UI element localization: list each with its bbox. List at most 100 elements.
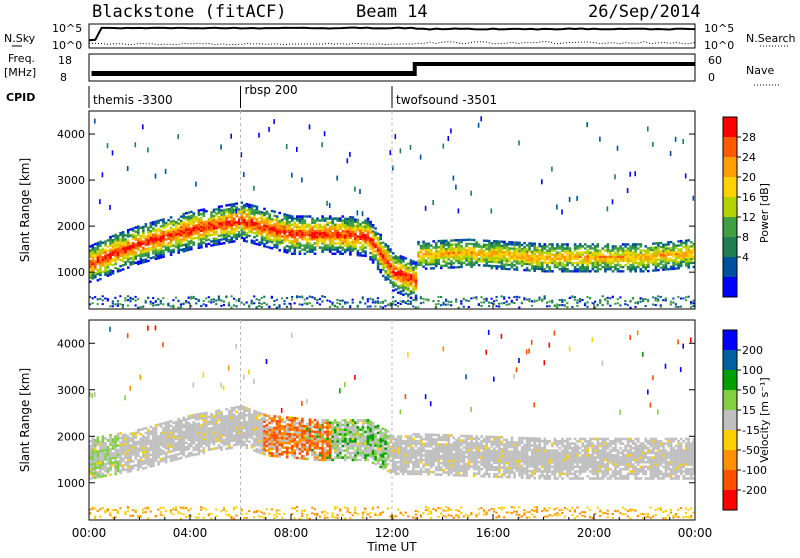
- velocity-cell: [256, 443, 259, 446]
- power-cell: [384, 270, 387, 272]
- power-cell: [180, 249, 183, 251]
- power-cell: [629, 268, 632, 270]
- power-cell: [475, 251, 478, 253]
- power-cell: [182, 244, 185, 246]
- power-cell: [135, 304, 137, 306]
- velocity-cell: [238, 431, 241, 434]
- velocity-cell: [253, 438, 256, 441]
- velocity-cell: [135, 453, 138, 456]
- velocity-cell: [228, 424, 231, 427]
- velocity-cell: [200, 413, 203, 416]
- velocity-cell: [109, 457, 112, 460]
- velocity-cell: [180, 431, 183, 434]
- velocity-cell: [160, 507, 162, 509]
- power-cell: [460, 241, 463, 243]
- power-cell: [660, 254, 663, 256]
- velocity-cell: [160, 441, 163, 444]
- power-cell: [230, 241, 233, 243]
- velocity-cell: [235, 434, 238, 437]
- power-cell: [263, 245, 266, 247]
- power-cell: [342, 306, 344, 308]
- power-cell: [182, 213, 185, 215]
- power-cell: [569, 262, 572, 264]
- power-cell: [427, 249, 430, 251]
- power-cell: [561, 247, 564, 249]
- power-cell: [147, 254, 150, 256]
- velocity-cell: [94, 465, 97, 468]
- power-cell: [480, 250, 483, 252]
- power-cell: [127, 229, 130, 231]
- velocity-cell: [167, 451, 170, 454]
- velocity-cell: [147, 452, 150, 455]
- power-cell: [400, 270, 403, 272]
- power-cell: [667, 249, 670, 251]
- velocity-cell: [225, 415, 228, 418]
- power-cell: [670, 268, 673, 270]
- velocity-cell: [155, 447, 158, 450]
- velocity-cell: [140, 375, 142, 380]
- velocity-cell: [172, 507, 174, 509]
- power-cell: [94, 243, 97, 245]
- velocity-cell: [218, 409, 221, 412]
- power-cell: [690, 258, 693, 260]
- velocity-cell: [213, 431, 216, 434]
- power-cell: [665, 256, 668, 258]
- power-cell: [609, 249, 612, 251]
- velocity-cell: [112, 454, 115, 457]
- velocity-cell: [195, 517, 197, 519]
- velocity-cell: [246, 435, 249, 438]
- velocity-cell: [200, 431, 203, 434]
- velocity-cell: [99, 473, 102, 476]
- velocity-cell: [129, 456, 132, 459]
- power-cell: [523, 250, 526, 252]
- power-cell: [122, 258, 125, 260]
- power-cell: [597, 256, 600, 258]
- power-cell: [415, 278, 418, 280]
- power-cell: [634, 270, 637, 272]
- power-cell: [584, 266, 587, 268]
- power-cell: [241, 228, 244, 230]
- power-cell: [627, 243, 630, 245]
- velocity-cell: [230, 447, 233, 450]
- power-cell: [369, 231, 372, 233]
- velocity-cell: [114, 438, 117, 441]
- power-cell: [334, 238, 337, 240]
- power-cell: [672, 251, 675, 253]
- power-cell: [493, 261, 496, 263]
- power-cell: [427, 243, 430, 245]
- power-cell: [488, 254, 491, 256]
- power-cell: [339, 217, 342, 219]
- power-cell: [326, 238, 329, 240]
- velocity-cell: [150, 442, 153, 445]
- power-cell: [493, 240, 496, 242]
- power-cell: [655, 304, 657, 306]
- power-cell: [402, 283, 405, 285]
- velocity-cell: [278, 416, 281, 419]
- velocity-cell: [213, 436, 216, 439]
- velocity-cell: [99, 468, 102, 471]
- power-cell: [377, 233, 380, 235]
- power-cell: [304, 232, 307, 234]
- velocity-cell: [235, 427, 238, 430]
- power-cell: [99, 278, 102, 280]
- velocity-cell: [235, 344, 237, 349]
- velocity-cell: [94, 446, 97, 449]
- velocity-cell: [195, 414, 198, 417]
- velocity-cell: [246, 444, 249, 447]
- velocity-cell: [147, 429, 150, 432]
- power-cell: [286, 216, 289, 218]
- power-cell: [662, 258, 665, 260]
- power-cell: [680, 240, 683, 242]
- velocity-cell: [112, 447, 115, 450]
- power-cell: [314, 236, 317, 238]
- power-cell: [241, 216, 244, 218]
- power-cell: [364, 238, 367, 240]
- power-cell: [251, 211, 254, 213]
- power-cell: [278, 304, 280, 306]
- power-cell: [268, 232, 271, 234]
- velocity-cell: [180, 420, 183, 423]
- power-cell: [326, 236, 329, 238]
- power-cell: [599, 268, 602, 270]
- power-cell: [117, 235, 120, 237]
- power-cell: [473, 253, 476, 255]
